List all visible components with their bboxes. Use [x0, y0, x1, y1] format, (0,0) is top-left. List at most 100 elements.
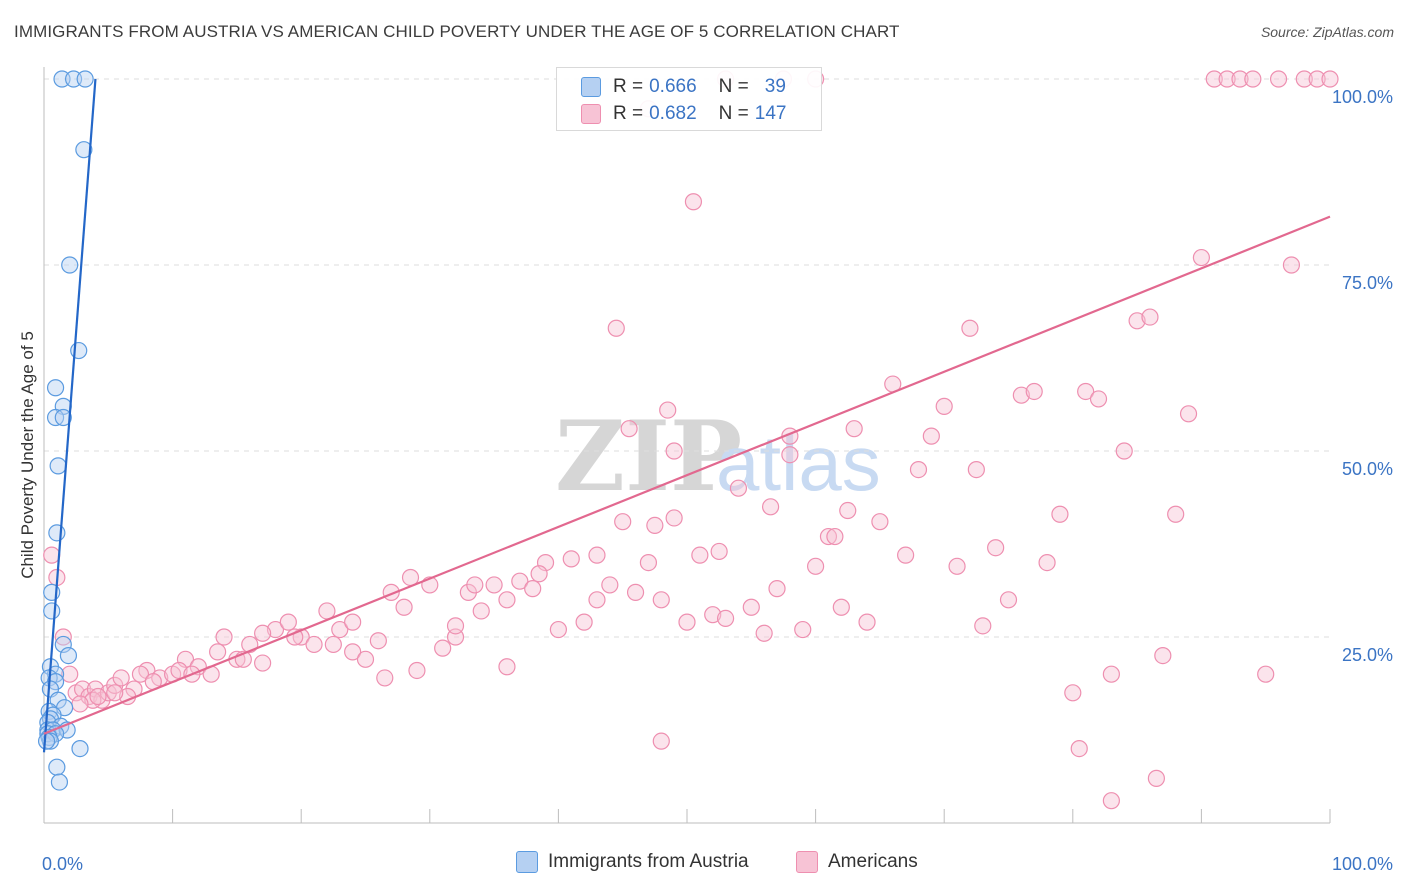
data-point-blue	[76, 70, 94, 88]
data-point-pink	[1025, 382, 1043, 401]
legend-r-label: R =	[613, 103, 644, 124]
legend-swatch-pink	[796, 851, 818, 873]
data-point-pink	[684, 193, 703, 211]
data-point-pink	[498, 658, 516, 676]
data-point-pink	[761, 498, 780, 516]
data-point-pink	[344, 613, 362, 631]
data-point-pink	[106, 684, 124, 702]
data-point-pink	[839, 501, 857, 520]
data-point-pink	[1321, 70, 1339, 88]
legend-r-value: 0.666	[649, 76, 697, 97]
data-point-blue	[70, 341, 88, 360]
data-point-pink	[472, 602, 490, 620]
legend-swatch-pink	[581, 104, 601, 124]
data-point-pink	[652, 732, 670, 750]
data-point-pink	[549, 620, 568, 639]
data-point-pink	[209, 643, 227, 661]
data-point-pink	[755, 624, 773, 642]
data-point-pink	[408, 661, 426, 680]
legend-row-americans: R = 0.682 N = 147	[581, 101, 786, 127]
data-point-pink	[819, 527, 838, 546]
data-point-pink	[710, 542, 728, 561]
data-point-pink	[1179, 405, 1198, 423]
data-point-pink	[498, 591, 516, 609]
data-point-pink	[1192, 248, 1211, 267]
x-tick-label: 0.0%	[42, 854, 83, 874]
data-point-pink	[588, 591, 606, 609]
data-point-pink	[897, 546, 915, 564]
data-point-pink	[254, 654, 272, 672]
data-point-pink	[1218, 70, 1236, 88]
data-point-pink	[331, 620, 349, 639]
data-point-pink	[434, 639, 452, 657]
data-point-pink	[376, 669, 394, 687]
data-point-blue	[54, 635, 72, 654]
data-point-pink	[1089, 390, 1108, 408]
data-point-pink	[729, 479, 748, 497]
data-point-pink	[1115, 442, 1133, 460]
legend-label: Immigrants from Austria	[548, 851, 749, 872]
data-point-pink	[948, 557, 966, 575]
series-legend: Immigrants from Austria Americans	[0, 851, 1406, 877]
data-point-pink	[588, 546, 606, 564]
data-point-pink	[768, 580, 786, 598]
data-point-pink	[254, 624, 272, 642]
data-point-pink	[961, 319, 979, 337]
data-point-pink	[466, 576, 484, 594]
data-point-pink	[89, 687, 107, 706]
data-point-pink	[659, 401, 677, 419]
trend-line-blue	[42, 78, 97, 753]
data-point-pink	[1102, 665, 1120, 683]
y-tick-label: 100.0%	[1332, 87, 1393, 107]
legend-label: Americans	[828, 851, 918, 872]
legend-row-austria: R = 0.666 N = 39	[581, 74, 786, 100]
data-point-pink	[1012, 386, 1030, 404]
data-point-pink	[1244, 70, 1262, 88]
data-point-blue	[48, 758, 66, 776]
data-point-pink	[871, 513, 889, 531]
data-point-pink	[266, 620, 285, 639]
legend-r-label: R =	[613, 76, 644, 97]
data-point-pink	[131, 665, 150, 683]
data-point-blue	[54, 408, 72, 427]
data-point-pink	[845, 420, 863, 438]
data-point-blue	[71, 739, 89, 758]
y-axis-label: Child Poverty Under the Age of 5	[18, 331, 37, 579]
source-label: Source: ZipAtlas.com	[1260, 24, 1394, 40]
data-point-pink	[639, 553, 658, 572]
correlation-legend: R = 0.666 N = 39 R = 0.682 N = 147	[556, 67, 822, 131]
data-point-blue	[43, 602, 61, 620]
data-point-pink	[1070, 739, 1088, 758]
data-point-pink	[601, 576, 619, 594]
legend-n-value: 39	[764, 76, 786, 97]
data-point-blue	[49, 457, 67, 475]
data-point-pink	[742, 598, 760, 616]
data-point-pink	[1269, 70, 1288, 88]
data-point-pink	[922, 427, 940, 445]
data-point-pink	[1077, 382, 1095, 401]
data-point-pink	[806, 557, 825, 575]
watermark-atlas: atlas	[716, 419, 881, 507]
data-point-pink	[305, 635, 323, 654]
data-point-pink	[1147, 769, 1165, 787]
data-point-pink	[1282, 256, 1301, 274]
data-point-pink	[1154, 646, 1172, 665]
data-point-blue	[41, 732, 60, 750]
data-point-pink	[1102, 792, 1120, 810]
watermark-zip: ZIP	[555, 400, 742, 513]
data-point-pink	[1295, 70, 1313, 88]
data-point-pink	[614, 513, 632, 531]
data-point-pink	[691, 546, 709, 564]
legend-n-label: N =	[718, 103, 749, 124]
data-point-pink	[511, 572, 529, 590]
data-point-blue	[61, 256, 79, 274]
data-point-blue	[50, 773, 69, 791]
data-point-pink	[1205, 70, 1223, 88]
data-point-pink	[1051, 505, 1069, 523]
data-point-pink	[626, 583, 645, 601]
data-point-blue	[75, 141, 93, 159]
data-point-pink	[704, 606, 722, 624]
legend-swatch-blue	[581, 77, 601, 97]
data-point-pink	[485, 576, 503, 594]
